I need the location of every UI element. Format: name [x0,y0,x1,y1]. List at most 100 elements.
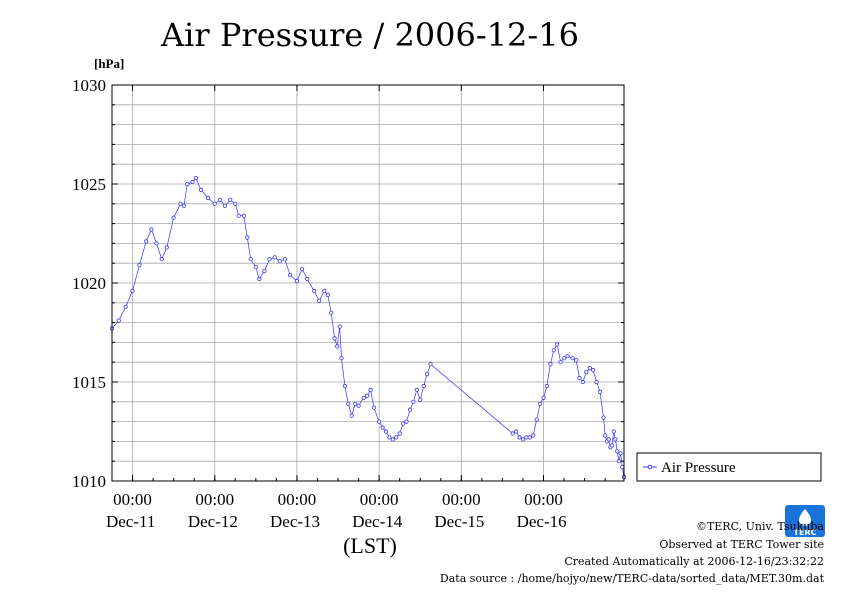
data-point [311,288,317,293]
data-point [383,429,389,434]
legend-label: Air Pressure [661,460,736,476]
data-point [394,435,399,440]
data-point [594,379,599,385]
y-tick-label: 1020 [72,274,106,293]
footer-copyright: ©TERC, Univ. Tsukuba [695,520,824,533]
data-point [181,203,186,208]
series-line [111,177,625,478]
data-point [277,259,282,264]
y-tick-label: 1015 [72,373,106,392]
data-point [339,356,344,361]
data-point [356,403,361,408]
grid [112,85,624,481]
data-point [325,292,330,297]
data-point [185,181,190,187]
data-point [299,266,305,272]
data-point [282,257,287,262]
data-point [262,268,267,274]
data-point [524,435,529,440]
data-point [601,415,606,420]
data-point [428,362,433,367]
data-point [193,176,198,181]
data-point [400,421,406,426]
legend-marker [647,464,653,470]
data-point [317,298,322,303]
data-point [407,407,413,412]
data-point [272,255,277,260]
x-day-label: Dec-12 [188,512,238,531]
legend[interactable]: Air Pressure [636,452,822,482]
data-point [171,215,176,220]
data-point [178,201,183,206]
data-point [618,451,623,456]
y-tick-label: 1025 [72,175,106,194]
footer-source: Data source : /home/hojyo/new/TERC-data/… [439,572,824,585]
data-point [513,429,519,434]
data-point [335,344,340,349]
data-point [205,195,210,200]
data-point [241,213,246,218]
data-point [130,288,135,293]
data-point [342,383,347,389]
data-point [587,365,592,371]
x-day-label: Dec-13 [270,512,320,531]
data-point [411,399,416,404]
data-point [371,405,377,410]
data-point [421,383,426,389]
data-point [541,395,546,400]
data-point [159,257,164,262]
x-axis-title: (LST) [343,533,397,558]
data-point [548,362,553,367]
y-axis: 1010 1015 1020 1025 1030 [72,76,624,491]
data-point [144,239,149,244]
x-tick-time-label: 00:00 [195,490,234,509]
data-point [580,379,586,385]
data-point [190,179,195,185]
data-point [570,356,575,361]
x-day-label: Dec-11 [106,512,155,531]
data-point [537,401,543,406]
data-point [555,342,560,347]
data-point [620,464,625,470]
data-point [591,367,596,373]
y-tick-label: 1030 [72,76,106,95]
data-point [305,276,310,282]
data-point [236,213,241,218]
data-point [137,263,142,268]
data-point [287,272,293,278]
data-point [364,393,370,398]
logo-text: TERC [794,528,817,537]
data-point [414,387,419,392]
y-tick-label: 1010 [72,472,106,491]
terc-logo: TERC [785,505,825,537]
footer-created: Created Automatically at 2006-12-16/23:3… [564,555,824,568]
data-point [337,324,342,329]
data-point [606,437,611,442]
data-point [294,278,299,284]
data-point [577,375,582,381]
data-point [615,449,620,454]
x-day-label: Dec-15 [434,512,484,531]
x-axis: 00:00 Dec-11 00:00 Dec-12 00:00 Dec-13 00:00 De… [106,85,606,531]
data-point [531,433,536,438]
data-point [253,265,258,270]
data-point [217,197,222,202]
data-point [561,356,567,361]
data-point [534,417,539,422]
data-point [368,387,373,392]
footer-observed: Observed at TERC Tower site [659,538,824,551]
data-point [228,197,233,202]
data-point [116,318,121,323]
data-point [376,419,382,424]
x-tick-time-label: 00:00 [113,490,152,509]
data-point [257,276,262,282]
data-point [329,310,334,315]
data-point [322,288,327,293]
data-point [527,435,532,440]
data-point [551,348,556,353]
data-point [424,371,430,377]
data-point [267,257,272,262]
data-point [245,235,250,240]
data-point [558,360,563,365]
x-day-label: Dec-14 [352,512,403,531]
